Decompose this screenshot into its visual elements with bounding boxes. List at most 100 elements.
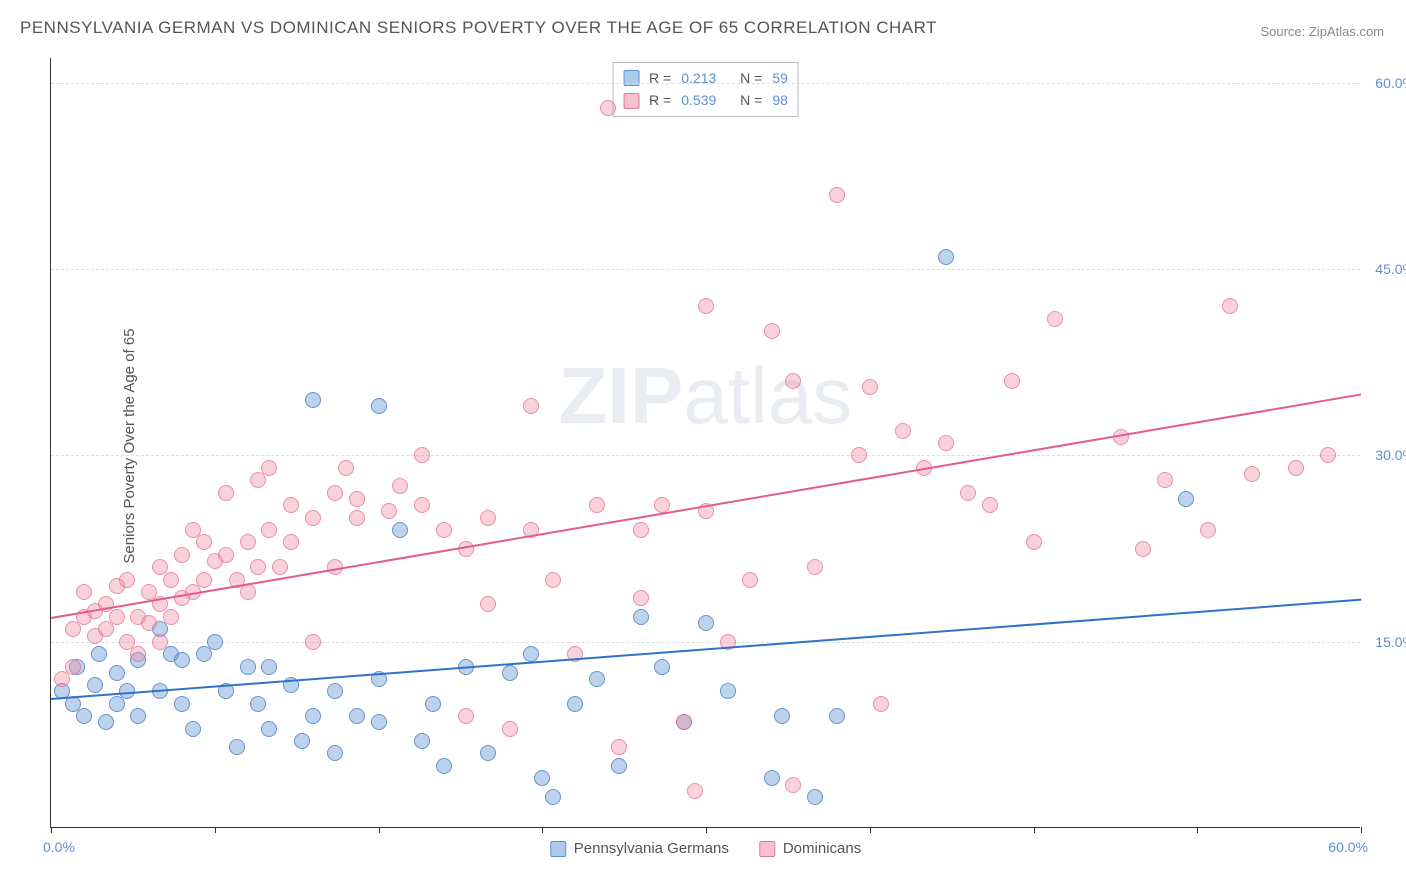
series-legend: Pennsylvania Germans Dominicans [550,840,861,857]
data-point [414,733,430,749]
stats-legend: R = 0.213 N = 59 R = 0.539 N = 98 [612,62,799,117]
data-point [54,671,70,687]
data-point [480,745,496,761]
data-point [633,522,649,538]
data-point [327,485,343,501]
data-point [196,572,212,588]
data-point [611,739,627,755]
data-point [141,615,157,631]
data-point [862,379,878,395]
data-point [381,503,397,519]
data-point [65,621,81,637]
data-point [283,497,299,513]
data-point [196,646,212,662]
data-point [414,497,430,513]
data-point [1244,466,1260,482]
data-point [76,584,92,600]
y-tick-label: 30.0% [1365,447,1406,463]
data-point [174,652,190,668]
data-point [938,435,954,451]
data-point [250,696,266,712]
data-point [294,733,310,749]
data-point [240,659,256,675]
correlation-chart: PENNSYLVANIA GERMAN VS DOMINICAN SENIORS… [0,0,1406,892]
data-point [196,534,212,550]
data-point [633,590,649,606]
data-point [534,770,550,786]
data-point [425,696,441,712]
data-point [785,373,801,389]
x-axis-min-label: 0.0% [43,839,75,855]
data-point [1320,447,1336,463]
data-point [633,609,649,625]
data-point [1200,522,1216,538]
data-point [774,708,790,724]
swatch-blue [550,841,566,857]
data-point [742,572,758,588]
data-point [698,298,714,314]
swatch-pink [759,841,775,857]
data-point [895,423,911,439]
data-point [305,510,321,526]
x-tick [1361,827,1362,833]
data-point [1135,541,1151,557]
data-point [829,187,845,203]
data-point [283,534,299,550]
data-point [436,522,452,538]
data-point [98,714,114,730]
data-point [545,572,561,588]
data-point [589,671,605,687]
data-point [261,721,277,737]
x-axis-max-label: 60.0% [1328,839,1368,855]
data-point [163,572,179,588]
stats-row: R = 0.539 N = 98 [623,89,788,111]
data-point [87,677,103,693]
data-point [414,447,430,463]
data-point [764,323,780,339]
x-tick [542,827,543,833]
x-tick [1197,827,1198,833]
legend-item: Dominicans [759,840,861,857]
data-point [272,559,288,575]
data-point [261,522,277,538]
data-point [1026,534,1042,550]
y-tick-label: 45.0% [1365,261,1406,277]
data-point [720,683,736,699]
data-point [502,665,518,681]
data-point [327,683,343,699]
data-point [250,559,266,575]
data-point [250,472,266,488]
data-point [392,522,408,538]
gridline [51,83,1360,84]
data-point [185,721,201,737]
data-point [1288,460,1304,476]
data-point [76,708,92,724]
data-point [261,460,277,476]
data-point [698,615,714,631]
data-point [480,596,496,612]
data-point [676,714,692,730]
data-point [807,789,823,805]
data-point [305,392,321,408]
data-point [119,572,135,588]
x-tick [215,827,216,833]
data-point [130,708,146,724]
data-point [1222,298,1238,314]
data-point [218,547,234,563]
data-point [349,491,365,507]
data-point [480,510,496,526]
data-point [829,708,845,724]
trend-line [51,393,1361,619]
data-point [785,777,801,793]
data-point [152,634,168,650]
data-point [349,510,365,526]
data-point [109,696,125,712]
x-tick [51,827,52,833]
x-tick [870,827,871,833]
data-point [218,485,234,501]
x-tick [379,827,380,833]
data-point [371,714,387,730]
data-point [174,696,190,712]
data-point [392,478,408,494]
data-point [1047,311,1063,327]
